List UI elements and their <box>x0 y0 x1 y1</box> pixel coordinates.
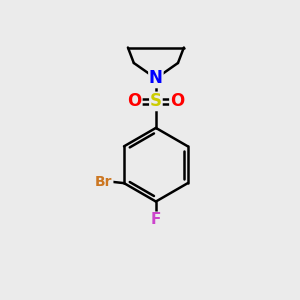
Text: Br: Br <box>95 175 113 189</box>
Text: O: O <box>170 92 184 110</box>
Text: N: N <box>149 69 163 87</box>
Text: S: S <box>150 92 162 110</box>
Text: O: O <box>128 92 142 110</box>
Text: F: F <box>151 212 161 227</box>
